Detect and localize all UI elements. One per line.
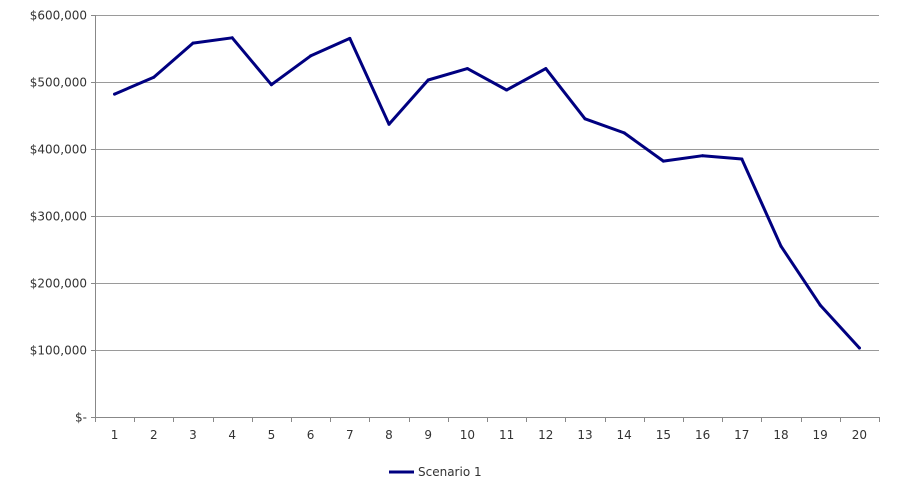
data-point [701, 154, 705, 158]
gridlines [95, 15, 879, 351]
series-line [113, 36, 861, 350]
x-tick-label: 14 [617, 428, 632, 442]
x-tick-label: 7 [346, 428, 354, 442]
x-tick-label: 11 [499, 428, 514, 442]
x-tick-label: 4 [228, 428, 236, 442]
data-point [113, 92, 117, 96]
data-point [740, 157, 744, 161]
data-point [465, 67, 469, 71]
data-point [622, 131, 626, 135]
data-point [661, 159, 665, 163]
x-tick-label: 3 [189, 428, 197, 442]
y-tick-label: $- [75, 411, 87, 425]
data-point [348, 36, 352, 40]
y-tick-label: $200,000 [30, 277, 87, 291]
y-tick-label: $500,000 [30, 76, 87, 90]
data-point [857, 346, 861, 350]
x-tick-labels: 1 2 3 4 5 6 7 8 9 10 11 12 13 14 15 16 17 18 19 20 [111, 428, 867, 442]
data-point [309, 54, 313, 58]
series-layer [113, 36, 861, 350]
data-point [818, 303, 822, 307]
x-tick-label: 20 [852, 428, 867, 442]
data-point [230, 36, 234, 40]
x-tick-label: 19 [813, 428, 828, 442]
data-point [544, 67, 548, 71]
data-point [583, 117, 587, 121]
x-tick-label: 16 [695, 428, 710, 442]
data-point [387, 122, 391, 126]
data-point [152, 75, 156, 79]
data-point [505, 88, 509, 92]
x-tick-label: 12 [538, 428, 553, 442]
y-tick-label: $400,000 [30, 143, 87, 157]
x-tick-label: 6 [307, 428, 315, 442]
legend-label: Scenario 1 [418, 465, 482, 479]
x-tick-label: 5 [268, 428, 276, 442]
x-tick-label: 2 [150, 428, 158, 442]
x-tick-label: 8 [385, 428, 393, 442]
x-tick-label: 13 [577, 428, 592, 442]
axes [91, 15, 880, 422]
x-tick-label: 10 [460, 428, 475, 442]
data-point [426, 78, 430, 82]
x-tick-label: 9 [424, 428, 432, 442]
y-tick-label: $600,000 [30, 9, 87, 23]
y-tick-labels: $- $100,000 $200,000 $300,000 $400,000 $500,0… [30, 9, 87, 425]
x-tick-label: 18 [773, 428, 788, 442]
x-tick-label: 17 [734, 428, 749, 442]
x-tick-label: 1 [111, 428, 119, 442]
legend: Scenario 1 [389, 465, 482, 479]
x-tick-label: 15 [656, 428, 671, 442]
data-point [269, 83, 273, 87]
data-point [191, 41, 195, 45]
data-point [779, 244, 783, 248]
y-tick-label: $100,000 [30, 344, 87, 358]
y-tick-label: $300,000 [30, 210, 87, 224]
